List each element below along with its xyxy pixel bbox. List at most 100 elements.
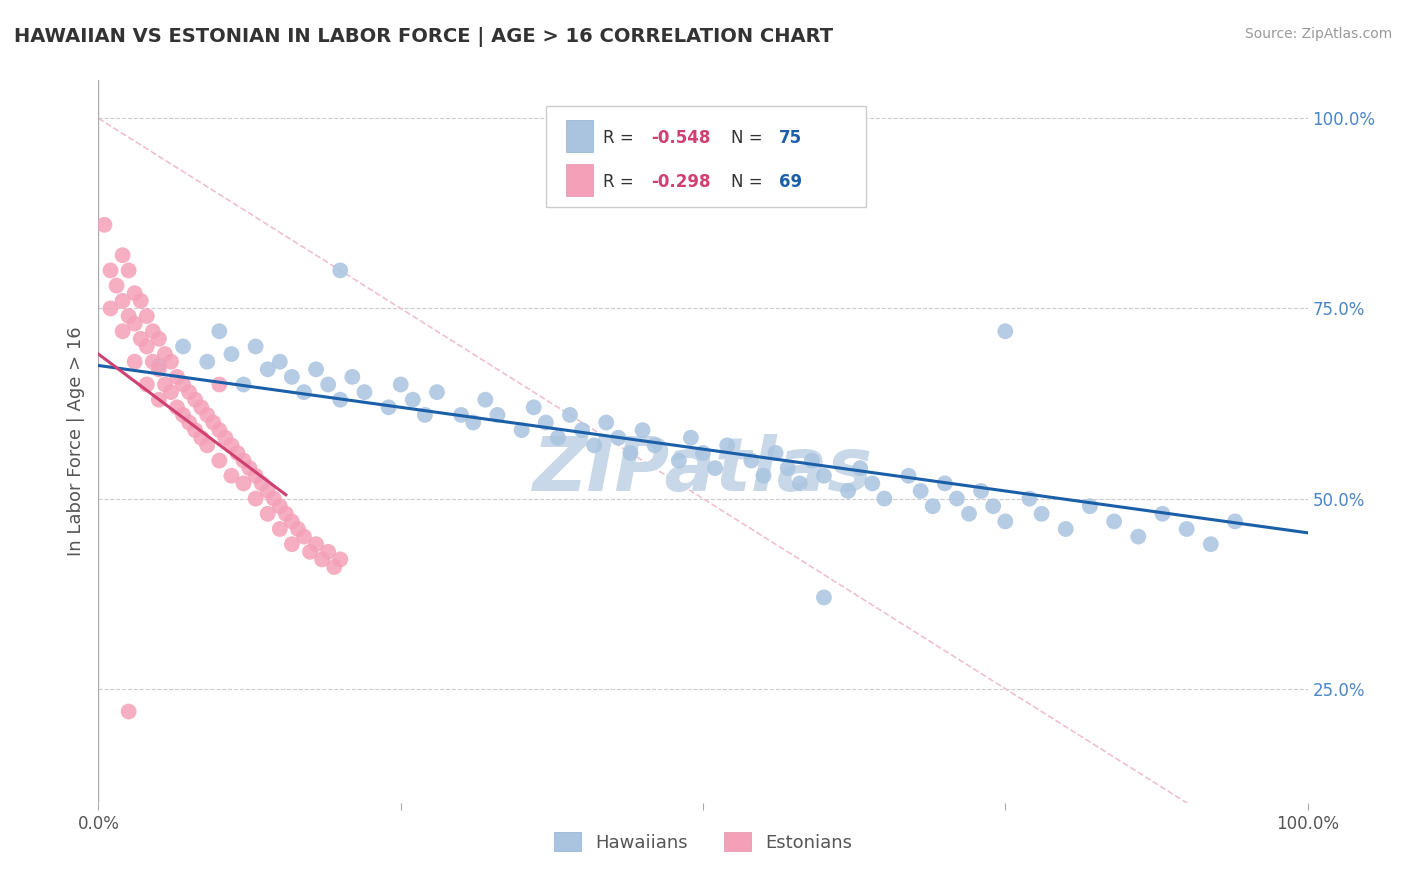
Point: [1078, 499, 1101, 513]
Point: [166, 370, 188, 384]
Point: [994, 515, 1017, 529]
Point: [148, 362, 170, 376]
Point: [190, 431, 212, 445]
Point: [413, 408, 436, 422]
Point: [1152, 507, 1174, 521]
Point: [190, 401, 212, 415]
Point: [245, 339, 267, 353]
Point: [142, 324, 165, 338]
FancyBboxPatch shape: [546, 105, 866, 207]
Point: [269, 354, 291, 368]
Point: [245, 468, 267, 483]
Point: [305, 362, 328, 376]
Text: 69: 69: [779, 173, 803, 191]
Point: [214, 431, 236, 445]
Point: [1054, 522, 1077, 536]
Point: [250, 476, 273, 491]
Point: [558, 408, 581, 422]
Point: [153, 347, 176, 361]
Point: [172, 377, 194, 392]
Point: [1102, 515, 1125, 529]
Text: 75: 75: [779, 128, 803, 146]
Point: [860, 476, 883, 491]
Point: [813, 468, 835, 483]
Point: [195, 354, 218, 368]
Point: [202, 416, 225, 430]
Point: [281, 370, 304, 384]
Point: [135, 339, 157, 353]
Point: [994, 324, 1017, 338]
Point: [299, 545, 322, 559]
Point: [179, 385, 201, 400]
Point: [269, 522, 291, 536]
Point: [148, 392, 170, 407]
Point: [921, 499, 943, 513]
Point: [316, 545, 339, 559]
Point: [463, 416, 485, 430]
Point: [800, 453, 823, 467]
Point: [571, 423, 593, 437]
Point: [172, 339, 194, 353]
Point: [474, 392, 496, 407]
Point: [668, 453, 690, 467]
Point: [305, 537, 328, 551]
Point: [184, 423, 207, 437]
Point: [292, 530, 315, 544]
Point: [644, 438, 666, 452]
Point: [740, 453, 762, 467]
Point: [226, 446, 249, 460]
Point: [316, 377, 339, 392]
Point: [377, 401, 399, 415]
Point: [142, 354, 165, 368]
Point: [135, 309, 157, 323]
Point: [342, 370, 364, 384]
Point: [256, 507, 278, 521]
Point: [160, 354, 183, 368]
Point: [179, 416, 201, 430]
Text: ZIPatlas: ZIPatlas: [533, 434, 873, 507]
Point: [353, 385, 375, 400]
Point: [281, 537, 304, 551]
Point: [1128, 530, 1150, 544]
Point: [172, 408, 194, 422]
Point: [208, 324, 231, 338]
Point: [184, 392, 207, 407]
Point: [195, 408, 218, 422]
Point: [124, 354, 146, 368]
Point: [129, 293, 152, 308]
Point: [208, 423, 231, 437]
Point: [148, 332, 170, 346]
Point: [704, 461, 727, 475]
Point: [281, 515, 304, 529]
Point: [208, 453, 231, 467]
Point: [849, 461, 872, 475]
Point: [221, 347, 243, 361]
Text: -0.298: -0.298: [651, 173, 710, 191]
Point: [523, 401, 546, 415]
Point: [135, 377, 157, 392]
Point: [402, 392, 425, 407]
Point: [287, 522, 309, 536]
Point: [111, 324, 134, 338]
Point: [1175, 522, 1198, 536]
Point: [124, 317, 146, 331]
Point: [450, 408, 472, 422]
Point: [619, 446, 641, 460]
Text: Source: ZipAtlas.com: Source: ZipAtlas.com: [1244, 27, 1392, 41]
Point: [118, 705, 141, 719]
Point: [329, 392, 352, 407]
Point: [221, 438, 243, 452]
Point: [263, 491, 285, 506]
Point: [607, 431, 630, 445]
Point: [752, 468, 775, 483]
Point: [323, 560, 346, 574]
Point: [239, 461, 262, 475]
Point: [245, 491, 267, 506]
Point: [873, 491, 896, 506]
Point: [534, 416, 557, 430]
Point: [105, 278, 128, 293]
Point: [389, 377, 412, 392]
Text: HAWAIIAN VS ESTONIAN IN LABOR FORCE | AGE > 16 CORRELATION CHART: HAWAIIAN VS ESTONIAN IN LABOR FORCE | AG…: [14, 27, 834, 46]
Point: [292, 385, 315, 400]
Legend: Hawaiians, Estonians: Hawaiians, Estonians: [547, 825, 859, 859]
